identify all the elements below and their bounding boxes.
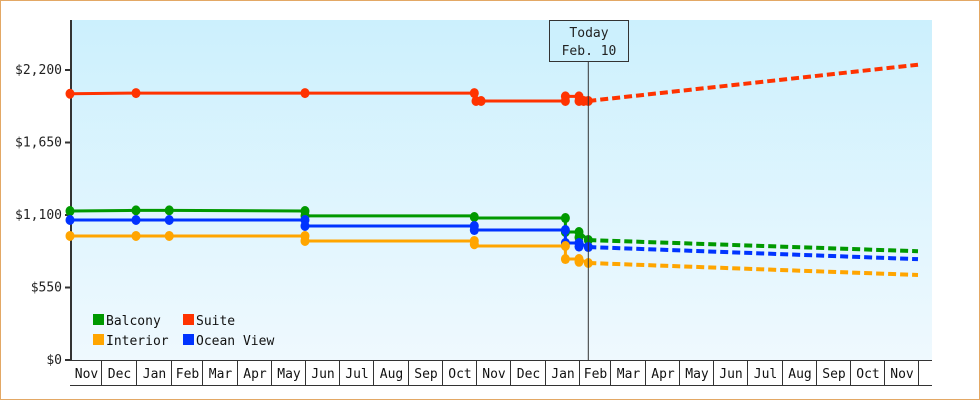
x-month-label: Jun bbox=[719, 367, 742, 382]
data-point[interactable] bbox=[131, 88, 141, 99]
x-month-label: Jan bbox=[551, 367, 574, 382]
legend-swatch bbox=[183, 314, 194, 325]
data-point[interactable] bbox=[469, 88, 479, 99]
today-marker: Today Feb. 10 bbox=[549, 20, 629, 360]
x-month-label: Mar bbox=[617, 367, 641, 382]
data-point[interactable] bbox=[560, 91, 570, 102]
legend-swatch bbox=[93, 314, 104, 325]
y-tick-label: $1,100 bbox=[15, 208, 62, 223]
x-month-label: Mar bbox=[209, 367, 233, 382]
y-axis: $0 $550 $1,100 $1,650 $2,200 bbox=[15, 20, 72, 368]
x-month-label: Nov bbox=[75, 367, 99, 382]
today-date: Feb. 10 bbox=[562, 44, 617, 59]
legend-swatch bbox=[93, 334, 104, 345]
x-month-label: Aug bbox=[788, 367, 811, 382]
data-point[interactable] bbox=[560, 240, 570, 251]
series-layer bbox=[65, 62, 919, 277]
x-month-label: Jul bbox=[754, 367, 777, 382]
data-point[interactable] bbox=[560, 225, 570, 236]
legend-item-suite[interactable]: Suite bbox=[183, 314, 235, 329]
legend-item-ocean-view[interactable]: Ocean View bbox=[183, 334, 274, 349]
x-month-label: May bbox=[277, 367, 301, 382]
data-point[interactable] bbox=[560, 254, 570, 265]
data-point[interactable] bbox=[131, 205, 141, 216]
forecast-line bbox=[588, 245, 919, 262]
x-month-label: Nov bbox=[890, 367, 914, 382]
legend-label: Suite bbox=[196, 314, 235, 329]
x-month-label: Sep bbox=[414, 367, 438, 382]
data-point[interactable] bbox=[131, 215, 141, 226]
data-point[interactable] bbox=[300, 220, 310, 231]
data-point[interactable] bbox=[476, 95, 486, 106]
x-month-label: Aug bbox=[380, 367, 403, 382]
data-point[interactable] bbox=[560, 213, 570, 224]
x-month-label: Feb bbox=[584, 367, 608, 382]
series-interior bbox=[65, 230, 919, 277]
data-point[interactable] bbox=[131, 230, 141, 241]
x-month-label: Jul bbox=[345, 367, 368, 382]
y-tick-label: $2,200 bbox=[15, 63, 62, 78]
series-suite bbox=[65, 62, 919, 106]
y-tick-label: $1,650 bbox=[15, 136, 62, 151]
data-point[interactable] bbox=[469, 225, 479, 236]
today-label: Today bbox=[569, 26, 608, 41]
x-month-label: Jun bbox=[311, 367, 334, 382]
data-point[interactable] bbox=[164, 230, 174, 241]
data-point[interactable] bbox=[574, 256, 584, 267]
x-month-label: Feb bbox=[176, 367, 200, 382]
data-point[interactable] bbox=[65, 215, 75, 226]
legend-item-interior[interactable]: Interior bbox=[93, 334, 169, 349]
data-point[interactable] bbox=[469, 211, 479, 222]
x-month-label: Apr bbox=[651, 367, 675, 382]
x-month-label: Oct bbox=[448, 367, 471, 382]
data-point[interactable] bbox=[65, 230, 75, 241]
today-box bbox=[549, 20, 629, 62]
legend-swatch bbox=[183, 334, 194, 345]
x-month-label: May bbox=[685, 367, 709, 382]
legend-label: Interior bbox=[106, 334, 169, 349]
x-month-label: Apr bbox=[243, 367, 267, 382]
data-point[interactable] bbox=[164, 215, 174, 226]
data-point[interactable] bbox=[579, 95, 589, 106]
y-tick-label: $0 bbox=[46, 353, 62, 368]
data-point[interactable] bbox=[65, 206, 75, 217]
x-month-label: Dec bbox=[108, 367, 131, 382]
forecast-line bbox=[588, 62, 919, 103]
forecast-line bbox=[588, 260, 919, 277]
legend-label: Ocean View bbox=[196, 334, 274, 349]
data-point[interactable] bbox=[469, 239, 479, 250]
legend-label: Balcony bbox=[106, 314, 161, 329]
x-month-label: Sep bbox=[822, 367, 846, 382]
y-tick-label: $550 bbox=[31, 281, 62, 296]
plot-area bbox=[71, 20, 932, 360]
x-month-label: Nov bbox=[482, 367, 506, 382]
x-month-label: Jan bbox=[143, 367, 166, 382]
x-month-label: Oct bbox=[856, 367, 879, 382]
data-point[interactable] bbox=[164, 205, 174, 216]
data-point[interactable] bbox=[300, 235, 310, 246]
data-point[interactable] bbox=[574, 241, 584, 252]
x-month-label: Dec bbox=[517, 367, 540, 382]
legend-item-balcony[interactable]: Balcony bbox=[93, 314, 161, 329]
legend: Balcony Suite Interior Ocean View bbox=[93, 314, 274, 349]
data-point[interactable] bbox=[65, 88, 75, 99]
data-point[interactable] bbox=[300, 88, 310, 99]
x-axis: Nov Dec Jan Feb Mar Apr May Jun Jul Aug Sep Oct Nov D… bbox=[70, 360, 932, 386]
forecast-line bbox=[588, 238, 919, 254]
